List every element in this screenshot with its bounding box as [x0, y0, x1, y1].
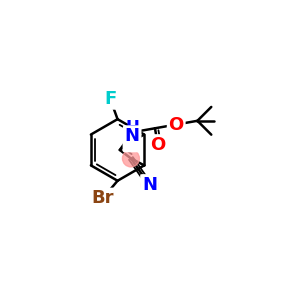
- Text: N: N: [125, 127, 140, 145]
- Circle shape: [141, 176, 158, 194]
- Circle shape: [122, 150, 140, 167]
- Text: O: O: [169, 116, 184, 134]
- Text: S: S: [124, 133, 137, 151]
- Text: O: O: [150, 136, 166, 154]
- Text: F: F: [104, 90, 116, 108]
- Text: N: N: [142, 176, 157, 194]
- Text: H: H: [125, 119, 139, 137]
- Text: Br: Br: [92, 190, 114, 208]
